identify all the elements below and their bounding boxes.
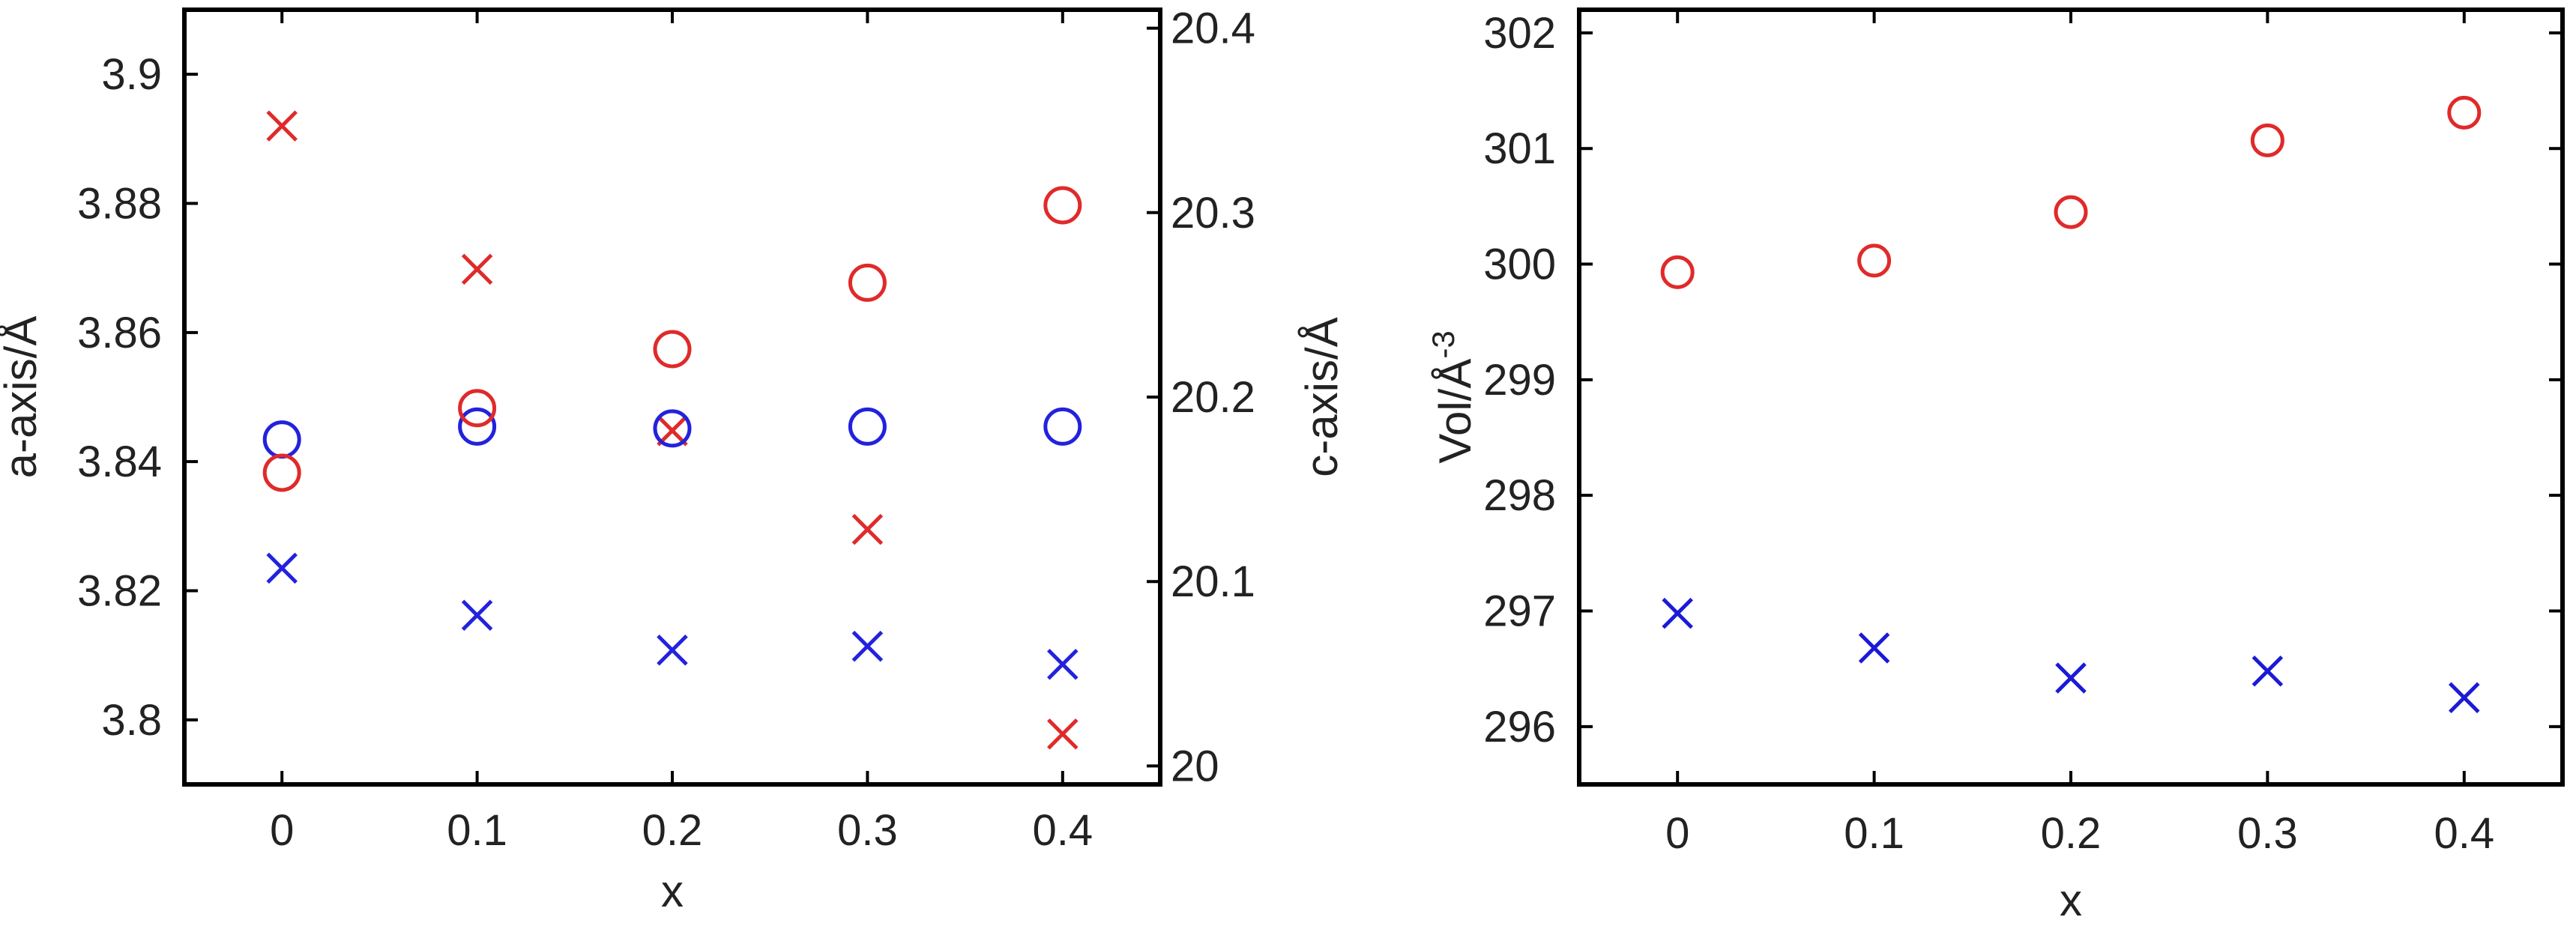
left-y-right-tick-labels: 20 20.1 20.2 20.3 20.4	[1171, 4, 1255, 791]
left-axis-ticks	[184, 10, 1160, 784]
vol-y-tick-label: 296	[1483, 703, 1556, 751]
point-vol_blue-3	[2251, 655, 2284, 687]
vol-x-tick-label: 0.1	[1844, 809, 1904, 858]
point-c_red-3	[848, 263, 887, 302]
right-panel: 0 0.1 0.2 0.3 0.4 296 297 298 299 300 301 302 x Vo…	[1426, 7, 2565, 925]
left-y-tick-label: 3.84	[77, 438, 162, 486]
vol-y-tick-label: 297	[1483, 587, 1556, 636]
left-c-axis-tick-label: 20.1	[1171, 557, 1255, 606]
left-y-axis-title-a: a-axis/Å	[0, 316, 46, 479]
left-panel: 0 0.1 0.2 0.3 0.4 3.83.823.843.863.883.9 202…	[0, 4, 1347, 916]
left-x-tick-label: 0.3	[837, 806, 898, 855]
right-x-tick-labels: 0 0.1 0.2 0.3 0.4	[1665, 809, 2494, 858]
left-y-tick-label: 3.9	[101, 50, 162, 99]
point-c_blue-1	[458, 407, 497, 446]
right-plot-frame	[1577, 7, 2565, 787]
point-vol_blue-0-stroke-2	[1662, 597, 1693, 629]
vol-x-tick-label: 0.2	[2041, 809, 2102, 858]
point-c_blue-3	[848, 407, 887, 446]
right-plot-marks	[1660, 95, 2482, 714]
point-a_red-0	[266, 110, 298, 142]
point-a_blue-1	[461, 599, 493, 632]
point-vol_blue-4-stroke-2	[2449, 682, 2480, 714]
left-y-tick-label: 3.88	[77, 180, 162, 229]
point-c_red-4	[1043, 186, 1082, 225]
point-a_blue-1-stroke-2	[461, 599, 493, 632]
point-vol_blue-4	[2449, 682, 2480, 714]
point-a_red-3	[851, 513, 884, 545]
point-vol_red-3	[2250, 123, 2284, 157]
right-x-axis-title: x	[2060, 875, 2082, 925]
point-a_red-2	[657, 415, 688, 447]
vol-y-tick-label: 299	[1483, 356, 1556, 405]
point-a_blue-2-stroke-2	[657, 635, 688, 666]
point-a_blue-0	[266, 552, 298, 584]
left-x-tick-label: 0.4	[1032, 806, 1093, 855]
vol-x-tick-label: 0.3	[2237, 809, 2298, 858]
point-a_blue-3	[851, 630, 884, 662]
left-plot-marks	[262, 110, 1082, 750]
vol-x-tick-label: 0	[1665, 809, 1689, 858]
point-vol_blue-0	[1662, 597, 1693, 629]
point-a_blue-0-stroke-2	[266, 552, 298, 584]
point-a_blue-4	[1047, 648, 1079, 680]
point-vol_red-2	[2054, 195, 2088, 229]
left-x-tick-label: 0	[270, 806, 294, 855]
vol-x-tick-label: 0.4	[2434, 809, 2494, 858]
point-c_blue-0	[262, 420, 301, 459]
left-y-tick-label: 3.86	[77, 309, 162, 357]
point-a_red-3-stroke-2	[851, 513, 884, 545]
left-y-axis-title-c: c-axis/Å	[1297, 317, 1347, 476]
point-vol_blue-3-stroke-2	[2251, 655, 2284, 687]
right-axis-ticks	[1579, 10, 2563, 784]
point-a_blue-3-stroke-2	[851, 630, 884, 662]
point-a_red-1	[461, 253, 493, 285]
vol-y-tick-label: 300	[1483, 240, 1556, 289]
point-a_red-2-stroke-2	[657, 415, 688, 447]
point-vol_blue-1	[1858, 632, 1890, 664]
left-x-tick-label: 0.2	[642, 806, 703, 855]
point-c_blue-2	[653, 409, 692, 448]
point-a_red-4-stroke-2	[1047, 718, 1079, 750]
vol-y-tick-label: 302	[1483, 9, 1556, 58]
point-a_blue-2	[657, 635, 688, 666]
left-plot-frame	[182, 7, 1162, 787]
left-x-axis-title: x	[661, 866, 684, 916]
point-a_red-4	[1047, 718, 1079, 750]
left-c-axis-tick-label: 20	[1171, 742, 1219, 790]
point-vol_red-4	[2447, 95, 2482, 130]
vol-y-tick-label: 298	[1483, 471, 1556, 520]
point-c_blue-4	[1043, 407, 1082, 446]
left-x-tick-labels: 0 0.1 0.2 0.3 0.4	[270, 806, 1093, 855]
point-vol_red-1	[1857, 243, 1892, 278]
point-vol_blue-2-stroke-2	[2055, 662, 2087, 694]
point-vol_red-0	[1660, 255, 1695, 289]
left-x-tick-label: 0.1	[447, 806, 507, 855]
point-c_red-0	[262, 453, 301, 492]
point-vol_blue-2	[2055, 662, 2087, 694]
left-y-tick-label: 3.8	[101, 696, 162, 745]
point-a_red-0-stroke-2	[266, 110, 298, 142]
left-y-tick-label: 3.82	[77, 567, 162, 616]
right-y-axis-title-superscript: -3	[1426, 330, 1461, 358]
left-c-axis-tick-label: 20.3	[1171, 189, 1255, 237]
left-c-axis-tick-label: 20.2	[1171, 373, 1255, 422]
point-a_red-1-stroke-2	[461, 253, 493, 285]
vol-y-tick-label: 301	[1483, 124, 1556, 173]
left-y-left-tick-labels: 3.8 3.82 3.84 3.86 3.88 3.9	[77, 50, 162, 745]
point-c_red-1	[458, 389, 497, 428]
right-y-axis-title: Vol/Å-3	[1426, 330, 1480, 463]
point-a_blue-4-stroke-2	[1047, 648, 1079, 680]
right-y-axis-title-main: Vol/Å	[1430, 359, 1480, 464]
right-y-tick-labels: 296 297 298 299 300 301 302	[1483, 9, 1556, 751]
point-c_red-2	[653, 330, 692, 369]
point-vol_blue-1-stroke-2	[1858, 632, 1890, 664]
left-c-axis-tick-label: 20.4	[1171, 4, 1255, 53]
